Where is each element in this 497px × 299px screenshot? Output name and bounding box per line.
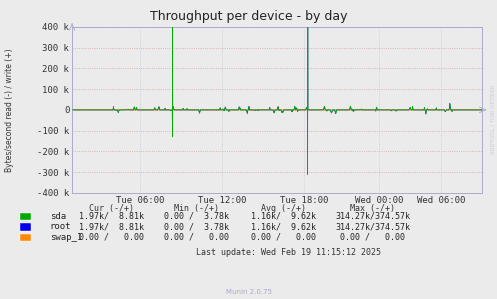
Text: 0.00 /   0.00: 0.00 / 0.00	[251, 233, 316, 242]
Text: Last update: Wed Feb 19 11:15:12 2025: Last update: Wed Feb 19 11:15:12 2025	[196, 248, 381, 257]
Text: 1.16k/  9.62k: 1.16k/ 9.62k	[251, 222, 316, 231]
Text: Avg (-/+): Avg (-/+)	[261, 204, 306, 213]
Text: root: root	[50, 222, 71, 231]
Text: 0.00 /   0.00: 0.00 / 0.00	[164, 233, 229, 242]
Text: Max (-/+): Max (-/+)	[350, 204, 395, 213]
Text: sda: sda	[50, 212, 66, 221]
Text: 0.00 /  3.78k: 0.00 / 3.78k	[164, 212, 229, 221]
Text: 1.16k/  9.62k: 1.16k/ 9.62k	[251, 212, 316, 221]
Text: Munin 2.0.75: Munin 2.0.75	[226, 289, 271, 295]
Text: Throughput per device - by day: Throughput per device - by day	[150, 10, 347, 23]
Text: 0.00 /   0.00: 0.00 / 0.00	[340, 233, 405, 242]
Text: 1.97k/  8.81k: 1.97k/ 8.81k	[80, 222, 144, 231]
Text: RRDTOOL / TOBI OETIKER: RRDTOOL / TOBI OETIKER	[491, 85, 496, 154]
Text: Bytes/second read (-) / write (+): Bytes/second read (-) / write (+)	[5, 49, 14, 173]
Text: 1.97k/  8.81k: 1.97k/ 8.81k	[80, 212, 144, 221]
Text: 0.00 /   0.00: 0.00 / 0.00	[80, 233, 144, 242]
Text: swap_1: swap_1	[50, 233, 82, 242]
Text: 314.27k/374.57k: 314.27k/374.57k	[335, 222, 410, 231]
Text: 314.27k/374.57k: 314.27k/374.57k	[335, 212, 410, 221]
Text: Cur (-/+): Cur (-/+)	[89, 204, 134, 213]
Text: 0.00 /  3.78k: 0.00 / 3.78k	[164, 222, 229, 231]
Text: Min (-/+): Min (-/+)	[174, 204, 219, 213]
